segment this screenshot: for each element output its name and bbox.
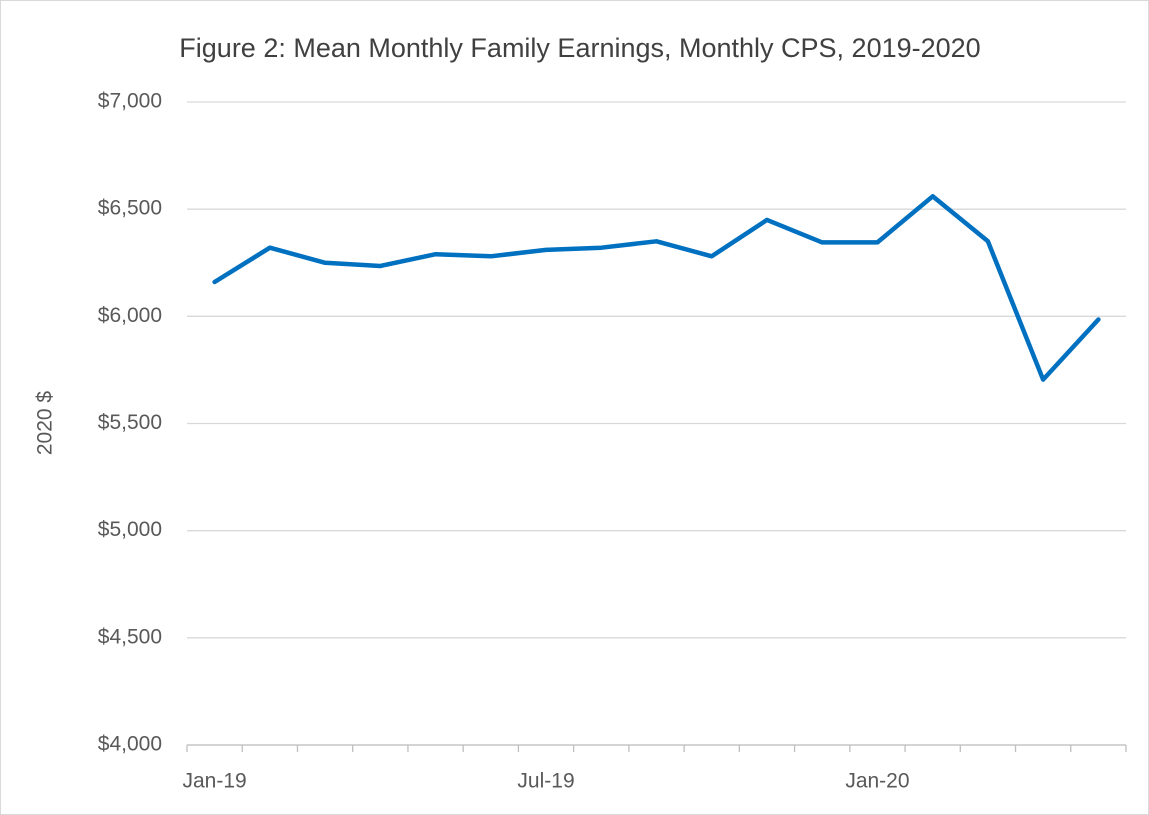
y-tick-label: $6,000 [98, 304, 162, 327]
x-tick-label: Jul-19 [517, 770, 574, 793]
y-tick-label: $5,500 [98, 411, 162, 434]
y-axis-title: 2020 $ [34, 391, 57, 456]
y-tick-label: $4,500 [98, 625, 162, 648]
y-tick-label: $5,000 [98, 518, 162, 541]
y-tick-label: $7,000 [98, 90, 162, 113]
data-line [212, 194, 1101, 382]
chart-title: Figure 2: Mean Monthly Family Earnings, … [179, 33, 980, 63]
x-tick-label: Jan-19 [183, 770, 247, 793]
y-tick-label: $4,000 [98, 733, 162, 756]
x-tick-label: Jan-20 [845, 770, 909, 793]
y-tick-label: $6,500 [98, 197, 162, 220]
